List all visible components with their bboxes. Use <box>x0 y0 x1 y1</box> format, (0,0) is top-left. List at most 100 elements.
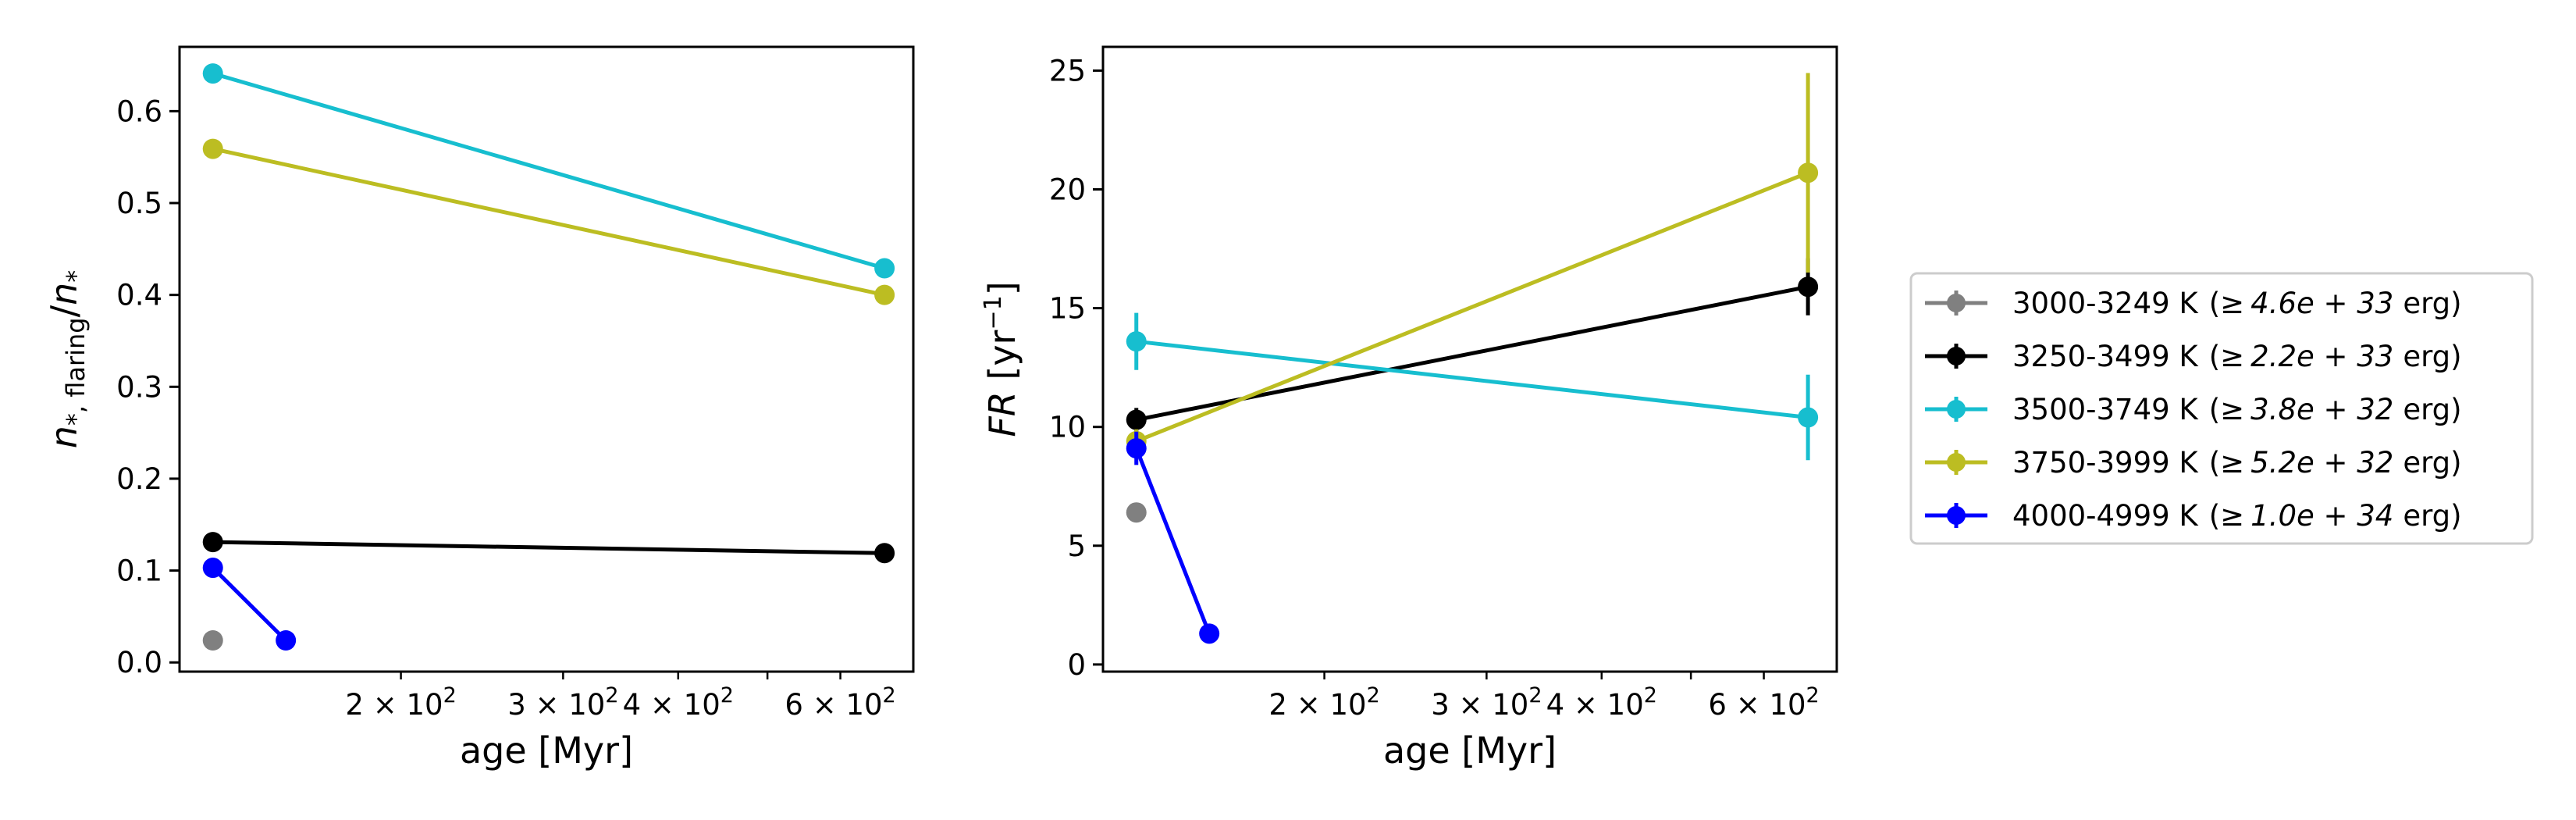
legend-name: 4000-4999 K <box>2012 499 2199 533</box>
series-line <box>211 566 287 642</box>
y-label-sep: / <box>43 305 85 317</box>
series-line <box>1136 339 1809 420</box>
legend-unit: erg) <box>2403 446 2461 480</box>
x-tick-exp: 2 <box>1367 683 1380 708</box>
data-point <box>202 630 223 651</box>
x-tick-label: 4 × 102 <box>623 683 734 722</box>
legend-label: 3500-3749 K (≥ 3.8e + 32 erg) <box>2012 393 2462 426</box>
y-tick-label: 0.4 <box>116 279 162 312</box>
data-point <box>1199 623 1220 644</box>
series-line <box>1135 170 1809 444</box>
legend-marker <box>1947 506 1966 525</box>
y-tick-label: 15 <box>1049 292 1086 326</box>
x-tick-label: 2 × 102 <box>1268 683 1379 722</box>
y-label-sub: *, flaring <box>61 317 91 426</box>
series-line <box>212 147 885 298</box>
x-tick-exp: 2 <box>883 683 896 708</box>
y-label-close: ] <box>981 281 1023 295</box>
legend-box <box>1909 272 2534 545</box>
y-label-n2: n <box>43 283 85 305</box>
legend-threshold-pre: (≥ <box>2209 340 2244 373</box>
x-tick-label: 6 × 102 <box>1708 683 1819 722</box>
data-point <box>1126 438 1147 459</box>
x-tick-label: 3 × 102 <box>1431 683 1542 722</box>
legend-threshold: 3.8e + 32 <box>2250 393 2393 426</box>
right-panel: 0 5 10 15 20 25 2 × 102 3 × 102 4 × 102 6 × 102 a… <box>980 45 1838 772</box>
x-tick-base: 6 × 10 <box>785 688 882 722</box>
data-point <box>874 258 895 279</box>
legend-threshold: 5.2e + 32 <box>2250 446 2393 480</box>
data-point <box>1798 276 1819 298</box>
legend-threshold-pre: (≥ <box>2209 287 2244 320</box>
data-point <box>1798 162 1819 184</box>
ticks: 0.00.10.20.30.40.50.62 × 102 3 × 102 4 × 1… <box>116 94 896 722</box>
x-tick-exp: 2 <box>1644 683 1657 708</box>
y-axis-label: n*, flaring/n* <box>43 270 91 449</box>
y-tick-label: 5 <box>1067 529 1086 563</box>
y-tick-label: 0.6 <box>116 94 162 128</box>
y-tick-label: 0.2 <box>116 462 162 496</box>
x-tick-base: 2 × 10 <box>345 688 443 722</box>
marks <box>1126 73 1819 644</box>
left-panel: 0.00.10.20.30.40.50.62 × 102 3 × 102 4 × 1… <box>43 45 915 772</box>
legend-threshold-pre: (≥ <box>2209 446 2244 480</box>
y-tick-label: 0.1 <box>116 554 162 588</box>
y-label-exp: −1 <box>980 295 1007 330</box>
legend-unit: erg) <box>2403 287 2461 320</box>
marks <box>202 63 895 651</box>
y-tick-label: 25 <box>1049 54 1086 87</box>
legend-threshold-pre: (≥ <box>2209 393 2244 426</box>
legend-name: 3000-3249 K <box>2012 287 2199 320</box>
legend-unit: erg) <box>2403 393 2461 426</box>
x-tick-base: 4 × 10 <box>623 688 720 722</box>
y-tick-label: 0.3 <box>116 370 162 404</box>
x-tick-label: 3 × 102 <box>507 683 618 722</box>
data-point <box>202 138 223 159</box>
x-tick-label: 4 × 102 <box>1546 683 1657 722</box>
legend-label: 3250-3499 K (≥ 2.2e + 33 erg) <box>2012 340 2462 373</box>
y-label-n: n <box>43 426 85 448</box>
series-3000-3249 K <box>202 630 223 651</box>
x-tick-exp: 2 <box>720 683 734 708</box>
x-tick-label: 2 × 102 <box>345 683 456 722</box>
legend-threshold-pre: (≥ <box>2209 499 2244 533</box>
plot-frame <box>178 45 915 673</box>
legend-marker <box>1947 347 1966 365</box>
x-axis-label: age [Myr] <box>460 729 633 772</box>
y-tick-label: 0.0 <box>116 646 162 679</box>
y-tick-label: 10 <box>1049 411 1086 444</box>
x-tick-exp: 2 <box>443 683 457 708</box>
legend-marker <box>1947 400 1966 419</box>
legend-entry: 4000-4999 K (≥ 1.0e + 34 erg) <box>1925 499 2462 533</box>
x-axis-label: age [Myr] <box>1383 729 1557 772</box>
x-tick-base: 3 × 10 <box>507 688 605 722</box>
legend-entry: 3000-3249 K (≥ 4.6e + 33 erg) <box>1925 287 2462 320</box>
x-tick-exp: 2 <box>605 683 618 708</box>
y-label-fr: FR <box>981 391 1023 437</box>
legend-threshold: 2.2e + 33 <box>2250 340 2393 373</box>
y-label-unit: [yr <box>981 330 1023 391</box>
x-tick-exp: 2 <box>1528 683 1542 708</box>
data-point <box>1798 407 1819 428</box>
data-point <box>1126 409 1147 430</box>
series-3500-3749 K <box>202 63 895 279</box>
legend-marker <box>1947 294 1966 312</box>
series-line <box>212 71 885 270</box>
data-point <box>202 532 223 553</box>
data-point <box>276 630 297 651</box>
legend-label: 3750-3999 K (≥ 5.2e + 32 erg) <box>2012 446 2462 480</box>
y-axis-label: FR [yr−1] <box>980 281 1023 437</box>
legend-entry: 3750-3999 K (≥ 5.2e + 32 erg) <box>1925 446 2462 480</box>
plot-frame <box>1101 45 1838 673</box>
legend-items: 3000-3249 K (≥ 4.6e + 33 erg)3250-3499 K (≥ 2… <box>1925 287 2462 533</box>
y-tick-label: 20 <box>1049 173 1086 207</box>
x-tick-exp: 2 <box>1806 683 1820 708</box>
ticks: 0 5 10 15 20 25 2 × 102 3 × 102 4 × 102 6 × 102 <box>1049 54 1820 722</box>
data-point <box>874 543 895 564</box>
series-4000-4999 K <box>202 558 297 651</box>
legend-marker <box>1947 453 1966 472</box>
y-tick-label: 0 <box>1067 648 1086 682</box>
data-point <box>1126 502 1147 523</box>
data-point <box>874 284 895 305</box>
